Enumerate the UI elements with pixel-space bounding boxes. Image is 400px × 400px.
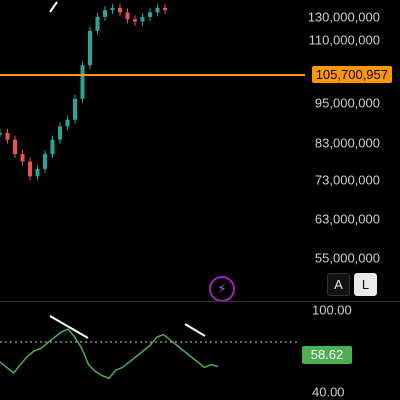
candle: [35, 168, 40, 177]
candle: [103, 10, 107, 17]
candle: [148, 12, 152, 17]
candle: [5, 133, 10, 140]
candle: [110, 7, 115, 11]
candle: [140, 17, 145, 22]
candle: [88, 30, 92, 66]
candle: [73, 98, 77, 120]
candle: [155, 7, 160, 13]
price-axis-label: 83,000,000: [314, 135, 380, 151]
rsi-drawn-trendline[interactable]: [49, 315, 89, 339]
candle: [13, 139, 17, 155]
candle: [50, 139, 55, 155]
candle: [58, 126, 62, 140]
candle: [65, 119, 70, 127]
candle: [0, 133, 2, 135]
candle: [118, 7, 122, 13]
candle: [20, 154, 25, 162]
candle: [95, 17, 100, 31]
candle: [80, 65, 85, 99]
price-chart[interactable]: [0, 0, 400, 300]
auto-scale-button[interactable]: A: [327, 273, 350, 296]
rsi-value-tag: 58.62: [302, 346, 352, 364]
rsi-line: [0, 328, 219, 380]
rsi-pane[interactable]: 100.00 40.00: [0, 302, 400, 400]
lightning-icon[interactable]: ⚡: [209, 276, 235, 302]
rsi-chart[interactable]: [0, 302, 400, 400]
candle: [28, 161, 32, 177]
price-axis-label: 73,000,000: [314, 172, 380, 188]
candle: [163, 7, 167, 11]
drawn-trendline[interactable]: [49, 1, 58, 13]
price-pane[interactable]: 130,000,000 110,000,000 95,000,000 83,00…: [0, 0, 400, 302]
rsi-axis-label-bottom: 40.00: [312, 384, 345, 400]
price-axis-label: 95,000,000: [314, 95, 380, 111]
price-axis-label: 63,000,000: [314, 211, 380, 227]
price-axis-label: 130,000,000: [307, 9, 380, 25]
price-axis-label: 55,000,000: [314, 250, 380, 266]
pane-divider[interactable]: [0, 301, 400, 302]
log-scale-button[interactable]: L: [354, 273, 377, 296]
current-price-tag: 105,700,957: [311, 66, 392, 83]
price-axis-label: 110,000,000: [308, 32, 380, 48]
rsi-axis-label-top: 100.00: [312, 302, 352, 318]
candle: [125, 12, 130, 20]
rsi-drawn-trendline[interactable]: [184, 323, 206, 337]
candle: [43, 154, 47, 169]
candle: [133, 19, 137, 22]
